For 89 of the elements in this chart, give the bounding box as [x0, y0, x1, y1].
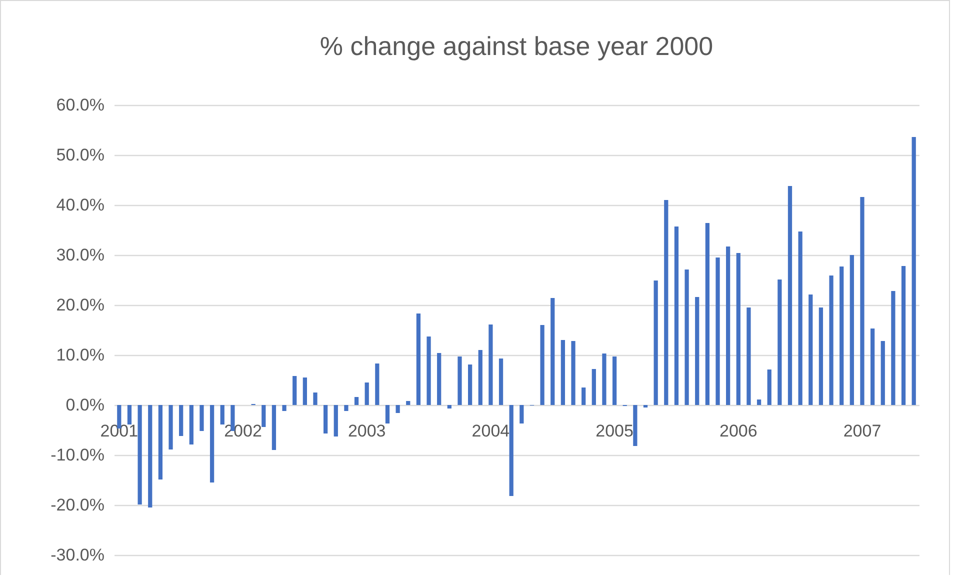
bar: [840, 266, 844, 405]
bar: [210, 405, 214, 482]
bar: [880, 341, 885, 405]
bar: [912, 137, 916, 405]
bar: [808, 294, 813, 405]
bar: [354, 397, 359, 405]
bar: [633, 405, 638, 446]
bar: [302, 378, 307, 405]
x-tick-label: 2004: [472, 422, 510, 440]
y-tick-label: 60.0%: [56, 96, 104, 114]
bar: [364, 382, 369, 405]
x-tick-label: 2007: [843, 422, 882, 440]
bar: [127, 405, 132, 424]
bar: [788, 186, 792, 405]
bar: [829, 276, 834, 405]
bar: [901, 266, 906, 405]
bar: [818, 308, 824, 405]
bar: [550, 298, 555, 405]
bar: [798, 232, 802, 405]
bar: [860, 197, 864, 405]
bar: [684, 270, 689, 405]
bar: [437, 353, 442, 405]
bar: [385, 405, 390, 424]
bar: [850, 255, 854, 405]
bar: [168, 405, 173, 450]
y-tick-label: 0.0%: [66, 396, 104, 414]
bar: [375, 364, 380, 405]
bar: [664, 200, 668, 405]
bar: [478, 350, 482, 405]
bar: [582, 388, 586, 405]
bar: [416, 314, 421, 405]
bar: [612, 356, 617, 405]
bar: [726, 246, 730, 405]
y-tick-label: -10.0%: [50, 446, 104, 464]
y-tick-label: -30.0%: [50, 546, 104, 564]
bar: [189, 405, 194, 444]
bar: [767, 370, 772, 405]
x-tick-label: 2003: [348, 422, 386, 440]
y-tick-label: 20.0%: [56, 296, 104, 314]
bar: [571, 341, 576, 405]
bar: [498, 358, 504, 405]
bar: [716, 258, 720, 405]
x-tick-label: 2001: [100, 422, 138, 440]
y-tick-label: 40.0%: [56, 196, 104, 214]
bar: [870, 328, 875, 405]
bar: [540, 325, 544, 405]
bar: [488, 324, 493, 405]
bar: [396, 405, 400, 413]
bar: [220, 405, 224, 424]
bar: [654, 280, 658, 405]
bar: [674, 226, 679, 405]
bar: [426, 336, 431, 405]
bar: [447, 405, 452, 408]
bar: [313, 392, 318, 405]
bar: [458, 356, 462, 405]
bar: [592, 369, 596, 405]
bar: [705, 223, 710, 405]
bar: [602, 354, 606, 405]
chart-title: % change against base year 2000: [320, 31, 714, 61]
bar: [282, 405, 286, 411]
bar: [158, 405, 163, 480]
y-tick-label: 30.0%: [56, 246, 104, 264]
bar: [138, 405, 142, 504]
bar: [406, 401, 410, 405]
bar: [509, 405, 514, 496]
bar: [560, 340, 566, 405]
bar: [200, 405, 204, 431]
bar: [262, 405, 266, 427]
bar: [324, 405, 328, 434]
bar: [746, 308, 751, 405]
y-tick-label: 50.0%: [56, 146, 104, 164]
bar: [334, 405, 338, 436]
bar: [179, 405, 184, 436]
bar: [736, 253, 740, 405]
bar: [520, 405, 524, 424]
x-tick-label: 2005: [596, 422, 634, 440]
bar: [344, 405, 348, 411]
bar: [272, 405, 276, 450]
bar: [148, 405, 152, 508]
bar: [891, 291, 896, 405]
bar: [468, 364, 472, 405]
x-tick-label: 2006: [719, 422, 758, 440]
bar: [778, 280, 782, 405]
bar: [292, 376, 297, 405]
bar: [756, 400, 762, 405]
y-tick-label: 10.0%: [56, 346, 104, 364]
y-tick-label: -20.0%: [50, 496, 104, 514]
bar: [695, 297, 700, 405]
x-tick-label: 2002: [224, 422, 262, 440]
